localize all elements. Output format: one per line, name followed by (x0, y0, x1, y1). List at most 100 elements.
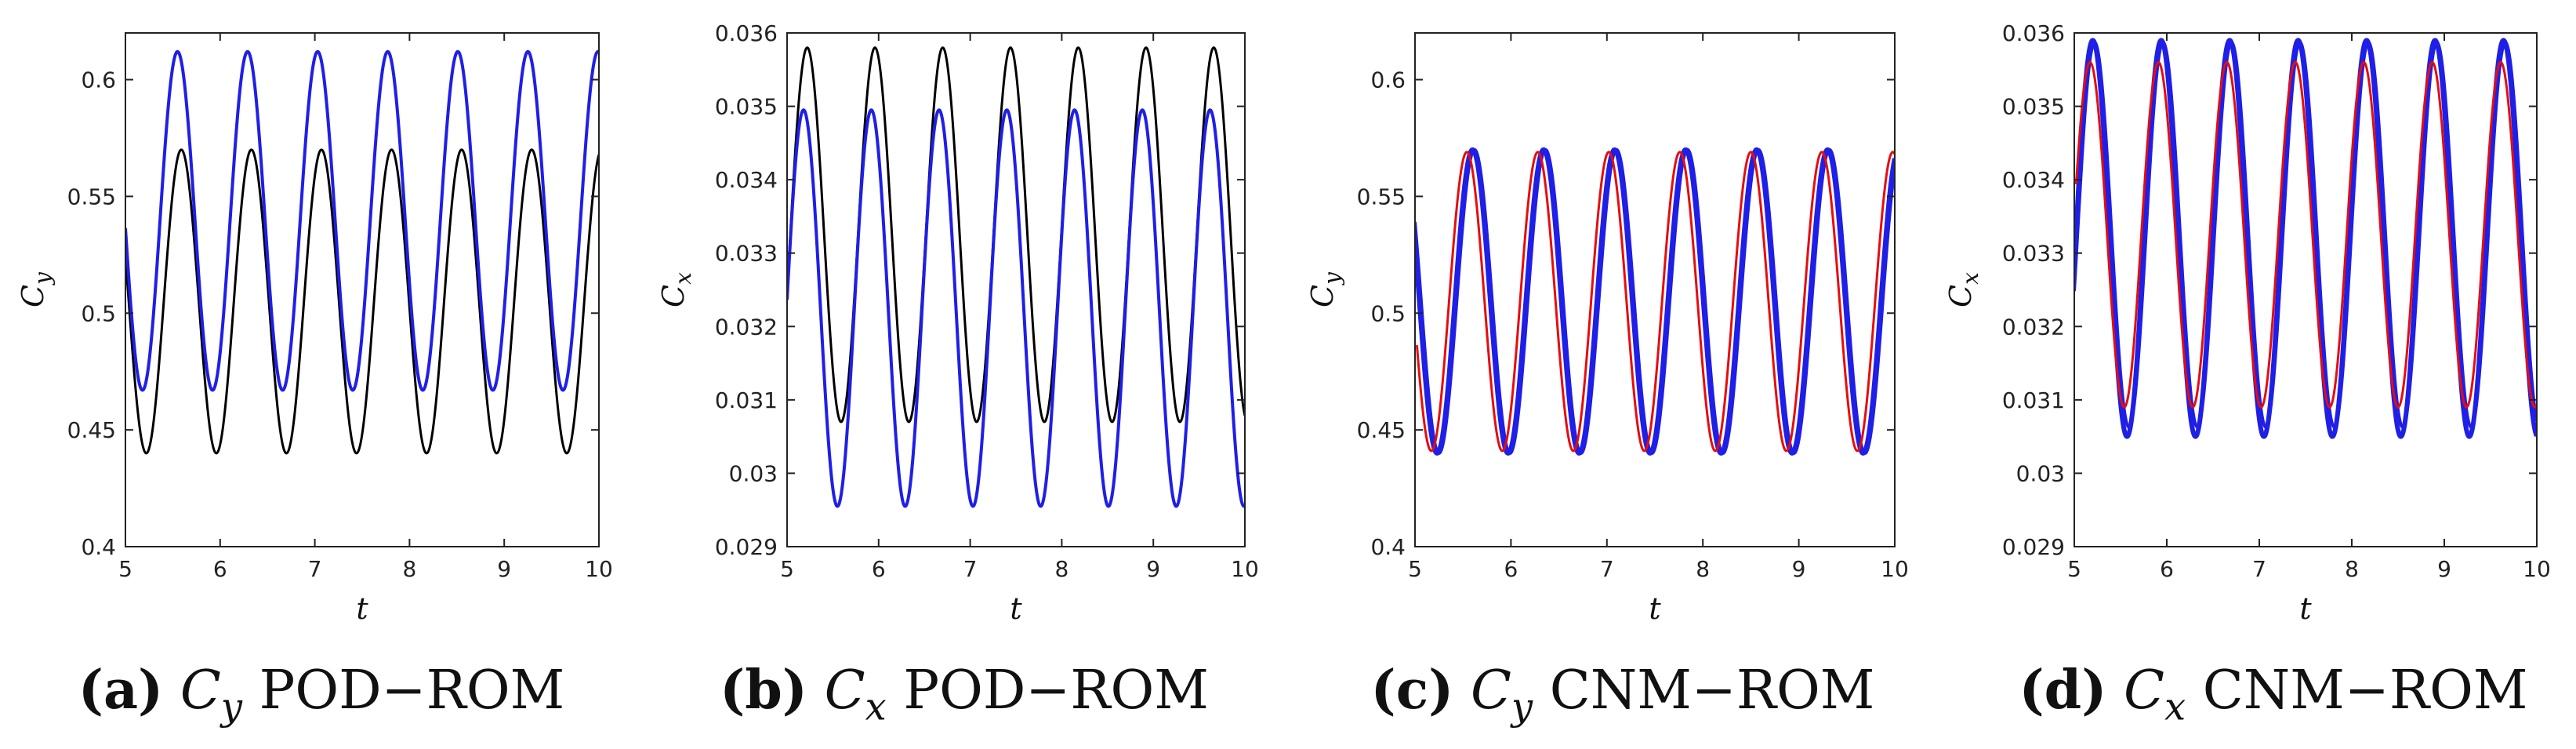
chart-panel-d: 5 6 7 8 9 10 0.029 0.03 0.031 0.032 0.033 0.034 0.03… (1943, 20, 2551, 626)
y-axis-label-base: C (1305, 285, 1340, 307)
x-axis-label: t (1649, 591, 1661, 626)
caption-b: (b) Cx POD−ROM (713, 659, 1215, 729)
y-axis-label-sub: x (670, 272, 696, 285)
y-axis-label-base: C (1943, 285, 1978, 307)
y-tick-label: 0.032 (715, 314, 778, 340)
x-tick-label: 7 (1600, 556, 1614, 582)
y-axis-label-sub: y (1319, 271, 1345, 286)
caption-symbol: C (1470, 660, 1511, 722)
y-tick-label: 0.03 (729, 460, 778, 486)
y-tick-label: 0.033 (715, 241, 778, 267)
x-tick-label: 5 (1408, 556, 1422, 582)
caption-method: CNM−ROM (2202, 660, 2528, 722)
series-line-pod-rom (787, 108, 1245, 508)
x-tick-label: 7 (308, 556, 322, 582)
caption-a: (a) Cy POD−ROM (71, 659, 572, 729)
chart-panel-c: 5 6 7 8 9 10 0.4 0.45 0.5 0.55 0.6 t Cy (1305, 32, 1909, 626)
axes-box (1414, 32, 1896, 547)
x-tick-label: 6 (1504, 556, 1518, 582)
y-tick-label: 0.031 (2002, 387, 2065, 413)
y-axis-label-sub: x (1957, 272, 1983, 285)
x-tick-label: 6 (2160, 556, 2174, 582)
caption-subscript: y (220, 685, 242, 729)
series-line-reference (787, 46, 1245, 424)
x-tick-label: 8 (1696, 556, 1710, 582)
axes-box (786, 32, 1246, 547)
chart-panel-b: 5 6 7 8 9 10 0.029 0.03 0.031 0.032 0.033 0.034 0.03… (656, 20, 1259, 626)
x-tick-label: 9 (2437, 556, 2451, 582)
x-axis-label: t (2299, 591, 2312, 626)
y-tick-label: 0.6 (81, 67, 116, 93)
caption-c: (c) Cy CNM−ROM (1364, 659, 1881, 729)
x-tick-label: 8 (2345, 556, 2359, 582)
caption-d: (d) Cx CNM−ROM (2007, 659, 2540, 729)
x-tick-label: 9 (1146, 556, 1160, 582)
y-tick-label: 0.036 (715, 20, 778, 46)
caption-symbol: C (824, 660, 865, 722)
y-tick-label: 0.035 (715, 94, 778, 120)
x-tick-label: 7 (963, 556, 978, 582)
y-axis-label-base: C (16, 285, 50, 307)
caption-method: POD−ROM (259, 660, 565, 722)
x-tick-label: 10 (1231, 556, 1259, 582)
y-tick-label: 0.4 (81, 534, 116, 560)
y-axis-label: Cy (16, 271, 56, 307)
y-tick-label: 0.55 (67, 184, 116, 209)
y-axis-label-base: C (656, 285, 691, 307)
y-axis-label: Cx (656, 272, 696, 307)
y-tick-label: 0.45 (67, 417, 116, 443)
axes-box (125, 32, 600, 547)
chart-panel-a: 5 6 7 8 9 10 0.4 0.45 0.5 0.55 0.6 t Cy (16, 32, 613, 626)
y-tick-label: 0.4 (1370, 534, 1406, 560)
x-tick-label: 9 (497, 556, 511, 582)
series-line-pod-rom (125, 49, 599, 392)
x-tick-label: 5 (118, 556, 132, 582)
caption-letter: (b) (720, 659, 807, 722)
x-tick-label: 10 (585, 556, 613, 582)
x-tick-label: 10 (2523, 556, 2551, 582)
y-tick-label: 0.5 (81, 300, 116, 326)
caption-letter: (a) (78, 659, 164, 722)
y-tick-label: 0.6 (1370, 67, 1406, 93)
y-tick-label: 0.034 (2002, 167, 2065, 193)
y-tick-label: 0.033 (2002, 241, 2065, 267)
y-axis-label-sub: y (30, 271, 56, 286)
y-tick-label: 0.03 (2016, 460, 2065, 486)
y-tick-label: 0.035 (2002, 94, 2065, 120)
y-tick-label: 0.031 (715, 387, 778, 413)
x-tick-label: 8 (402, 556, 416, 582)
y-axis-label: Cy (1305, 271, 1345, 307)
x-tick-label: 9 (1792, 556, 1806, 582)
x-axis-label: t (1010, 591, 1022, 626)
axes-box (2073, 32, 2538, 547)
series-line-cnm-rom (1415, 147, 1895, 456)
caption-subscript: x (2164, 685, 2186, 729)
y-axis-label: Cx (1943, 272, 1983, 307)
y-tick-label: 0.45 (1357, 417, 1406, 443)
y-tick-label: 0.036 (2002, 20, 2065, 46)
x-tick-label: 10 (1881, 556, 1909, 582)
x-tick-label: 6 (872, 556, 886, 582)
series-line-cnm-mean (1415, 151, 1895, 453)
y-tick-label: 0.034 (715, 167, 778, 193)
x-axis-label: t (356, 591, 368, 626)
series-line-cnm-mean (2074, 60, 2537, 409)
caption-symbol: C (180, 660, 221, 722)
x-tick-label: 8 (1054, 556, 1068, 582)
y-tick-label: 0.55 (1357, 184, 1406, 209)
x-tick-label: 5 (2067, 556, 2081, 582)
caption-subscript: x (865, 685, 887, 729)
x-tick-label: 5 (780, 556, 794, 582)
series-line-reference (1415, 147, 1895, 455)
caption-method: POD−ROM (903, 660, 1209, 722)
caption-subscript: y (1511, 685, 1533, 729)
y-tick-label: 0.029 (715, 534, 778, 560)
y-tick-label: 0.032 (2002, 314, 2065, 340)
y-tick-label: 0.029 (2002, 534, 2065, 560)
caption-symbol: C (2124, 660, 2165, 722)
x-tick-label: 7 (2252, 556, 2266, 582)
y-tick-label: 0.5 (1370, 300, 1406, 326)
caption-letter: (d) (2019, 659, 2107, 722)
series-line-cnm-rom (2074, 38, 2537, 439)
